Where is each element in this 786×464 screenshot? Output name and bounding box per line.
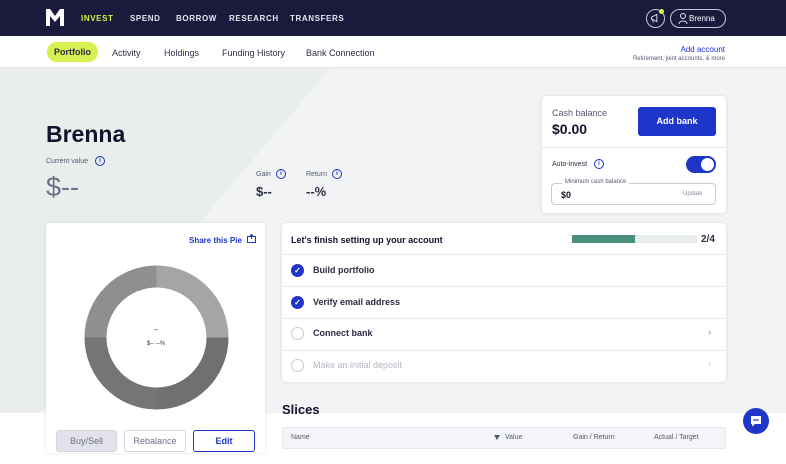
empty-circle-icon (291, 327, 304, 340)
rebalance-button[interactable]: Rebalance (124, 430, 186, 452)
sort-down-icon[interactable] (494, 435, 500, 440)
slices-header-name[interactable]: Name (291, 434, 310, 441)
nav-spend[interactable]: SPEND (130, 14, 161, 23)
return-value: --% (306, 184, 327, 199)
return-label: Return (306, 171, 328, 178)
tab-holdings[interactable]: Holdings (164, 48, 200, 58)
user-icon (678, 13, 688, 24)
cash-balance-value: $0.00 (552, 121, 588, 137)
chevron-right-icon[interactable]: › (708, 327, 712, 338)
sub-navigation-bar (0, 36, 786, 68)
current-value-label: Current value (46, 158, 89, 165)
gain-info-icon[interactable]: i (276, 169, 286, 179)
account-setup-card (282, 223, 726, 382)
edit-button[interactable]: Edit (193, 430, 255, 452)
portfolio-name: Brenna (46, 121, 126, 147)
setup-step-verify-email[interactable]: Verify email address (313, 297, 401, 307)
slices-title: Slices (282, 402, 320, 417)
m1-logo-icon[interactable] (46, 9, 64, 26)
minimum-cash-balance-label: Minimum cash balance (562, 179, 630, 185)
check-icon: ✓ (291, 264, 304, 277)
gain-label: Gain (256, 171, 271, 178)
minimum-cash-update-button[interactable]: Update (683, 191, 703, 197)
user-menu-button[interactable] (670, 9, 726, 28)
check-icon: ✓ (291, 296, 304, 309)
chat-icon[interactable] (749, 414, 763, 428)
add-account-subtext: Retirement, joint accounts, & more (632, 56, 725, 62)
nav-borrow[interactable]: BORROW (176, 14, 217, 23)
auto-invest-label: Auto-invest (552, 161, 588, 168)
setup-progress-text: 2/4 (701, 234, 715, 245)
setup-step-build-portfolio[interactable]: Build portfolio (313, 265, 375, 275)
empty-circle-icon (291, 359, 304, 372)
buy-sell-button[interactable]: Buy/Sell (56, 430, 117, 452)
slices-table-header (282, 427, 726, 449)
add-account-link[interactable]: Add account (680, 45, 725, 54)
setup-divider (282, 286, 726, 287)
gain-value: $-- (256, 184, 272, 199)
pie-center-name: -- (153, 327, 159, 334)
minimum-cash-balance-value[interactable]: $0 (561, 190, 572, 200)
nav-transfers[interactable]: TRANSFERS (290, 14, 345, 23)
tab-bank-connection[interactable]: Bank Connection (306, 48, 375, 58)
setup-title: Let's finish setting up your account (291, 235, 443, 245)
pie-center-value: $-- --% (146, 341, 166, 347)
slices-header-gain-return[interactable]: Gain / Return (573, 434, 615, 441)
slices-header-actual-target[interactable]: Actual / Target (654, 434, 699, 441)
tab-portfolio[interactable]: Portfolio (47, 42, 98, 62)
slices-header-value[interactable]: Value (505, 434, 523, 441)
current-value-info-icon[interactable]: i (95, 156, 105, 166)
nav-research[interactable]: RESEARCH (229, 14, 279, 23)
cash-card-divider (542, 147, 726, 148)
notification-dot-icon (659, 9, 664, 14)
share-pie-link[interactable]: Share this Pie (189, 236, 242, 245)
pie-donut-chart[interactable] (84, 265, 229, 410)
cash-balance-label: Cash balance (552, 108, 608, 118)
setup-progress-track (572, 235, 697, 243)
auto-invest-toggle-knob[interactable] (701, 158, 714, 171)
setup-step-connect-bank[interactable]: Connect bank (313, 328, 373, 338)
setup-divider (282, 350, 726, 351)
minimum-cash-balance-field[interactable] (551, 183, 716, 205)
share-icon[interactable] (247, 234, 256, 243)
setup-step-initial-deposit[interactable]: Make an initial deposit (313, 360, 403, 370)
auto-invest-info-icon[interactable]: i (594, 159, 604, 169)
current-value: $-- (46, 172, 79, 202)
setup-divider (282, 254, 726, 255)
chevron-right-icon[interactable]: › (708, 359, 712, 370)
nav-invest[interactable]: INVEST (81, 14, 114, 23)
setup-divider (282, 318, 726, 319)
top-navigation-bar (0, 0, 786, 36)
setup-progress-fill (572, 235, 635, 243)
tab-activity[interactable]: Activity (112, 48, 141, 58)
megaphone-icon[interactable] (646, 9, 665, 28)
add-bank-button[interactable]: Add bank (638, 107, 716, 136)
return-info-icon[interactable]: i (332, 169, 342, 179)
user-name[interactable]: Brenna (689, 14, 715, 23)
tab-funding-history[interactable]: Funding History (222, 48, 286, 58)
